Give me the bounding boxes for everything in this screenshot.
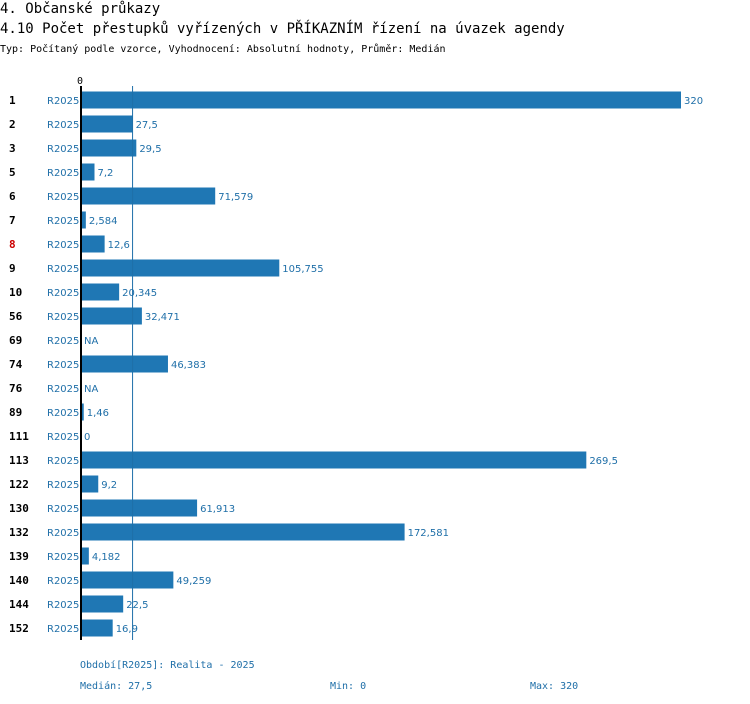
series-period-label: R2025 (47, 432, 79, 443)
category-label: 152 (9, 622, 29, 635)
series-period-label: R2025 (47, 240, 79, 251)
value-label: 16,9 (116, 624, 138, 635)
value-label: 22,5 (126, 600, 148, 611)
series-period-label: R2025 (47, 120, 79, 131)
bar (81, 595, 124, 613)
series-period-label: R2025 (47, 456, 79, 467)
series-period-label: R2025 (47, 312, 79, 323)
value-label: 32,471 (145, 312, 180, 323)
category-label: 132 (9, 526, 29, 539)
value-label: 7,2 (98, 168, 114, 179)
value-label: 27,5 (136, 120, 158, 131)
footer-period: Období[R2025]: Realita - 2025 (80, 660, 255, 671)
value-label: NA (84, 336, 98, 347)
series-period-label: R2025 (47, 528, 79, 539)
value-label: 2,584 (89, 216, 118, 227)
bar (81, 187, 216, 205)
footer-max: Max: 320 (530, 681, 579, 692)
category-label: 122 (9, 478, 29, 491)
category-label: 130 (9, 502, 29, 515)
category-label: 3 (9, 142, 16, 155)
bar (81, 523, 405, 541)
category-label: 113 (9, 454, 29, 467)
series-period-label: R2025 (47, 144, 79, 155)
bar (81, 571, 174, 589)
series-period-label: R2025 (47, 408, 79, 419)
value-label: 4,182 (92, 552, 121, 563)
bar (81, 163, 95, 181)
series-period-label: R2025 (47, 216, 79, 227)
value-label: 105,755 (282, 264, 323, 275)
bar (81, 211, 86, 229)
category-label: 2 (9, 118, 16, 131)
bar (81, 235, 105, 253)
chart-title: 4.10 Počet přestupků vyřízených v PŘÍKAZ… (0, 21, 565, 37)
bar (81, 451, 587, 469)
value-label: 172,581 (408, 528, 449, 539)
bar (81, 283, 120, 301)
category-label: 139 (9, 550, 29, 563)
chart-subtitle: Typ: Počítaný podle vzorce, Vyhodnocení:… (0, 44, 446, 55)
series-period-label: R2025 (47, 384, 79, 395)
category-label: 89 (9, 406, 22, 419)
value-label: 71,579 (218, 192, 253, 203)
series-period-label: R2025 (47, 288, 79, 299)
bar (81, 307, 142, 325)
category-label: 140 (9, 574, 29, 587)
series-period-label: R2025 (47, 504, 79, 515)
category-label: 144 (9, 598, 29, 611)
value-label: 49,259 (176, 576, 211, 587)
series-period-label: R2025 (47, 360, 79, 371)
value-label: 29,5 (139, 144, 161, 155)
category-label: 74 (9, 358, 23, 371)
bar (81, 91, 681, 109)
bar (81, 259, 280, 277)
bar (81, 499, 198, 517)
category-label: 9 (9, 262, 16, 275)
value-label: 20,345 (122, 288, 157, 299)
value-label: 12,6 (108, 240, 130, 251)
category-label: 10 (9, 286, 22, 299)
x-axis-zero-label: 0 (77, 76, 83, 87)
category-label: 76 (9, 382, 23, 395)
series-period-label: R2025 (47, 552, 79, 563)
series-period-label: R2025 (47, 480, 79, 491)
value-label: 1,46 (87, 408, 109, 419)
bar (81, 403, 84, 421)
category-label: 6 (9, 190, 16, 203)
value-label: 269,5 (589, 456, 618, 467)
category-label: 5 (9, 166, 16, 179)
bar (81, 475, 99, 493)
footer-min: Min: 0 (330, 681, 367, 692)
category-label: 8 (9, 238, 16, 251)
series-period-label: R2025 (47, 600, 79, 611)
value-label: NA (84, 384, 98, 395)
series-period-label: R2025 (47, 192, 79, 203)
section-heading: 4. Občanské průkazy (0, 1, 161, 17)
series-period-label: R2025 (47, 168, 79, 179)
series-period-label: R2025 (47, 264, 79, 275)
bar (81, 139, 137, 157)
category-label: 111 (9, 430, 29, 443)
category-label: 56 (9, 310, 23, 323)
series-period-label: R2025 (47, 96, 79, 107)
series-period-label: R2025 (47, 336, 79, 347)
value-label: 9,2 (101, 480, 117, 491)
category-label: 1 (9, 94, 16, 107)
value-label: 0 (84, 432, 90, 443)
bar (81, 619, 113, 637)
bar (81, 115, 133, 133)
bar (81, 547, 89, 565)
category-label: 7 (9, 214, 16, 227)
value-label: 46,383 (171, 360, 206, 371)
value-label: 320 (684, 96, 703, 107)
series-period-label: R2025 (47, 576, 79, 587)
category-label: 69 (9, 334, 22, 347)
series-period-label: R2025 (47, 624, 79, 635)
bar (81, 355, 168, 373)
value-label: 61,913 (200, 504, 235, 515)
footer-median: Medián: 27,5 (80, 681, 153, 692)
